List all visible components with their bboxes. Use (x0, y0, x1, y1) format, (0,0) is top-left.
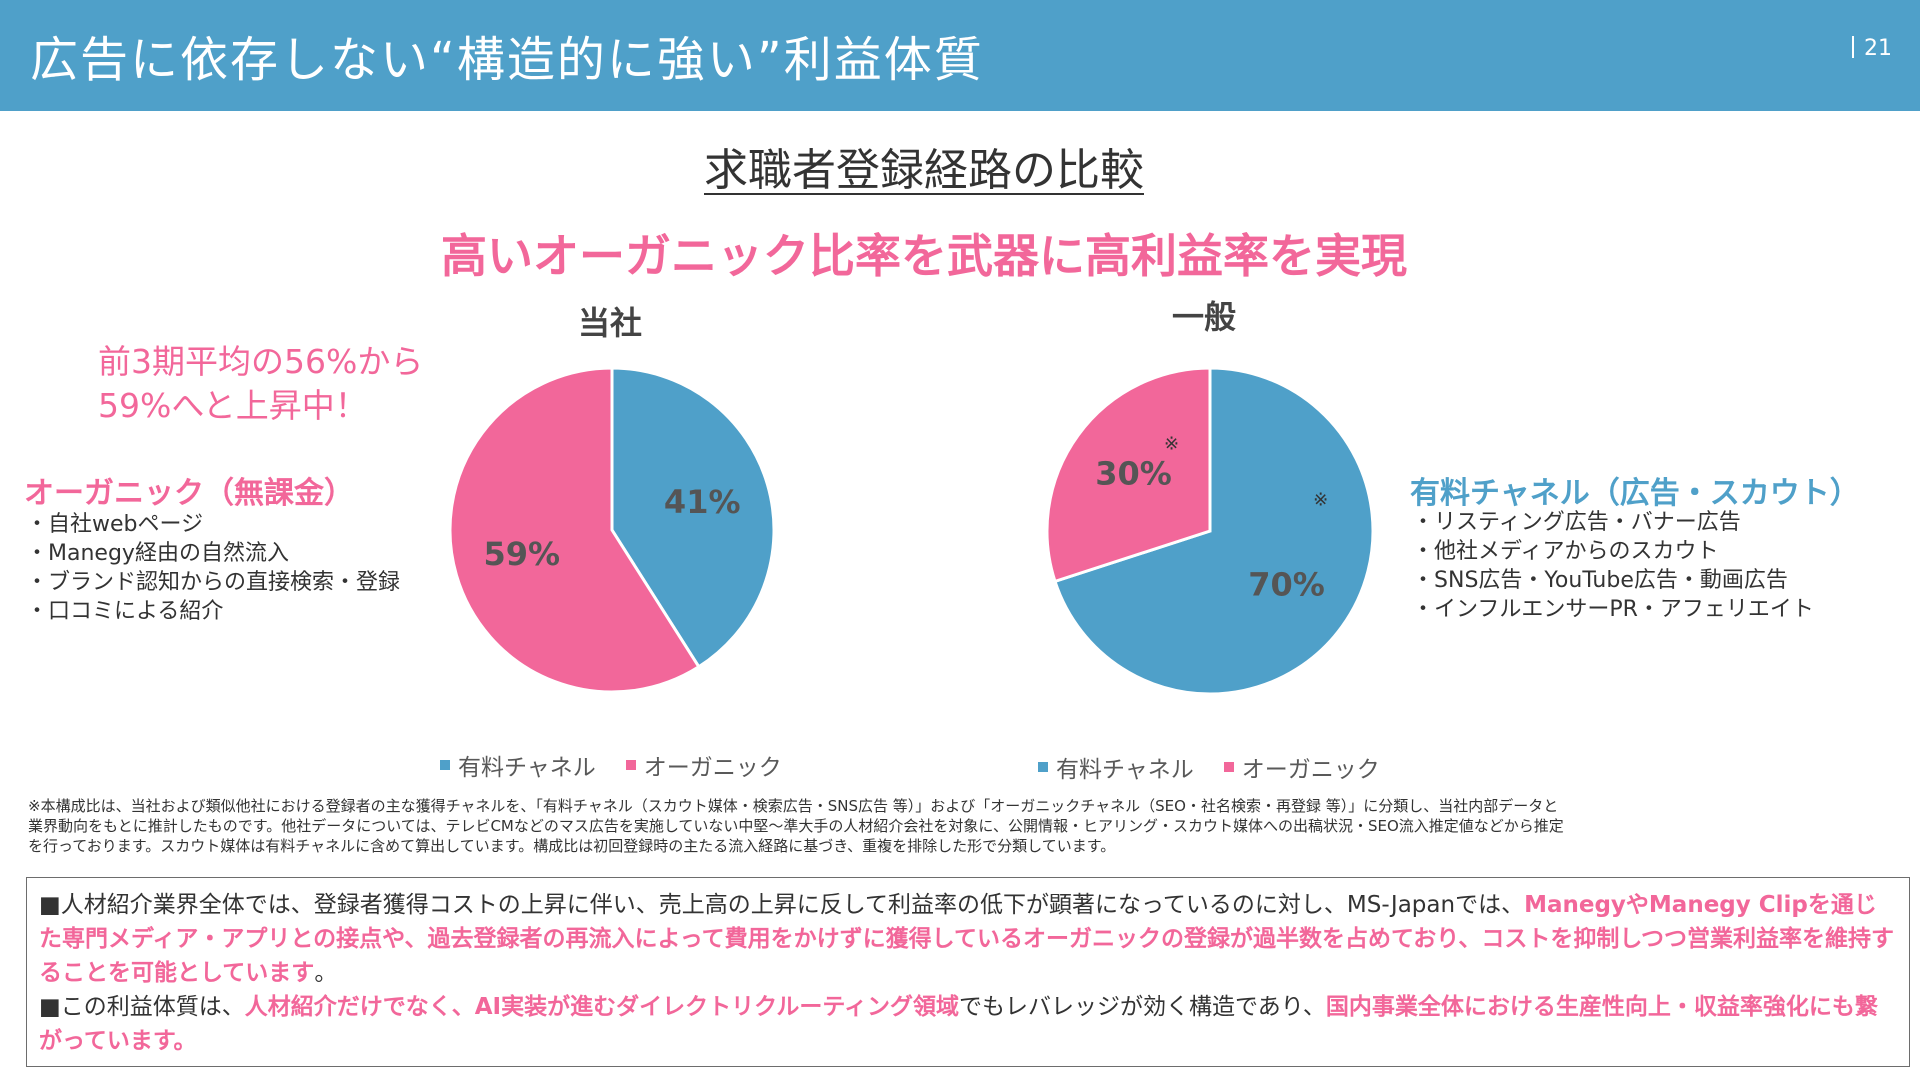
growth-note: 前3期平均の56%から 59%へと上昇中！ (98, 340, 423, 428)
header-bar: 広告に依存しない“構造的に強い”利益体質 21 (0, 0, 1920, 111)
legend-company: 有料チャネル オーガニック (440, 748, 782, 782)
paid-list: リスティング広告・バナー広告 他社メディアからのスカウト SNS広告・YouTu… (1412, 508, 1814, 624)
legend-swatch (1223, 762, 1234, 772)
pie-chart-general: 70%※30%※ (1045, 366, 1375, 696)
legend-swatch (1038, 762, 1048, 772)
list-item: Manegy経由の自然流入 (26, 539, 400, 568)
legend-item-organic: オーガニック (1223, 750, 1380, 784)
legend-swatch (440, 760, 450, 770)
list-item: ブランド認知からの直接検索・登録 (26, 568, 400, 597)
summary-box: ■人材紹介業界全体では、登録者獲得コストの上昇に伴い、売上高の上昇に反して利益率… (26, 877, 1910, 1067)
list-item: 自社webページ (26, 510, 400, 539)
list-item: インフルエンサーPR・アフェリエイト (1412, 595, 1814, 624)
pie-slice-paid (1053, 366, 1375, 696)
data-label-paid: 41% (664, 483, 741, 521)
legend-general: 有料チャネル オーガニック (1038, 750, 1380, 784)
pie-slice-organic (1045, 366, 1212, 584)
summary-paragraph-1: ■人材紹介業界全体では、登録者獲得コストの上昇に伴い、売上高の上昇に反して利益率… (39, 892, 1894, 986)
footnote-line: 業界動向をもとに推計したものです。他社データについては、テレビCMなどのマス広告… (28, 817, 1564, 835)
legend-item-paid: 有料チャネル (1038, 750, 1194, 784)
data-label-organic: 59% (483, 535, 560, 573)
pie-slice-organic (448, 366, 701, 694)
organic-list: 自社webページ Manegy経由の自然流入 ブランド認知からの直接検索・登録 … (26, 510, 400, 626)
summary-paragraph-2: ■この利益体質は、人材紹介だけでなく、AI実装が進むダイレクトリクルーティング領… (39, 994, 1878, 1054)
headline: 高いオーガニック比率を武器に高利益率を実現 (441, 229, 1407, 283)
annotation-mark: ※ (1164, 433, 1179, 454)
section-title: 求職者登録経路の比較 (704, 145, 1144, 196)
footnote-line: ※本構成比は、当社および類似他社における登録者の主な獲得チャネルを、「有料チャネ… (28, 797, 1559, 815)
legend-item-organic: オーガニック (625, 748, 782, 782)
annotation-mark: ※ (1313, 489, 1328, 510)
legend-item-paid: 有料チャネル (440, 748, 596, 782)
paid-title: 有料チャネル（広告・スカウト） (1410, 476, 1860, 511)
list-item: 口コミによる紹介 (26, 597, 400, 626)
pie-chart-company: 41% 59% (448, 366, 776, 694)
data-label-paid: 70% (1248, 566, 1325, 604)
chart-title-general: 一般 (1172, 298, 1237, 336)
footnote: ※本構成比は、当社および類似他社における登録者の主な獲得チャネルを、「有料チャネ… (28, 796, 1908, 856)
chart-title-company: 当社 (578, 304, 643, 342)
square-bullet-icon: ■ (39, 994, 61, 1020)
list-item: SNS広告・YouTube広告・動画広告 (1412, 566, 1814, 595)
list-item: リスティング広告・バナー広告 (1412, 508, 1814, 537)
footnote-line: を行っております。スカウト媒体は有料チャネルに含めて算出しています。構成比は初回… (28, 837, 1116, 855)
slide-title: 広告に依存しない“構造的に強い”利益体質 (30, 32, 984, 88)
organic-title: オーガニック（無課金） (24, 476, 354, 511)
page-number: 21 (1852, 36, 1892, 61)
square-bullet-icon: ■ (39, 892, 61, 918)
growth-note-line1: 前3期平均の56%から (98, 342, 424, 381)
data-label-organic: 30% (1095, 454, 1172, 492)
list-item: 他社メディアからのスカウト (1412, 537, 1814, 566)
legend-swatch (625, 760, 636, 770)
growth-note-line2: 59%へと上昇中！ (98, 386, 368, 425)
